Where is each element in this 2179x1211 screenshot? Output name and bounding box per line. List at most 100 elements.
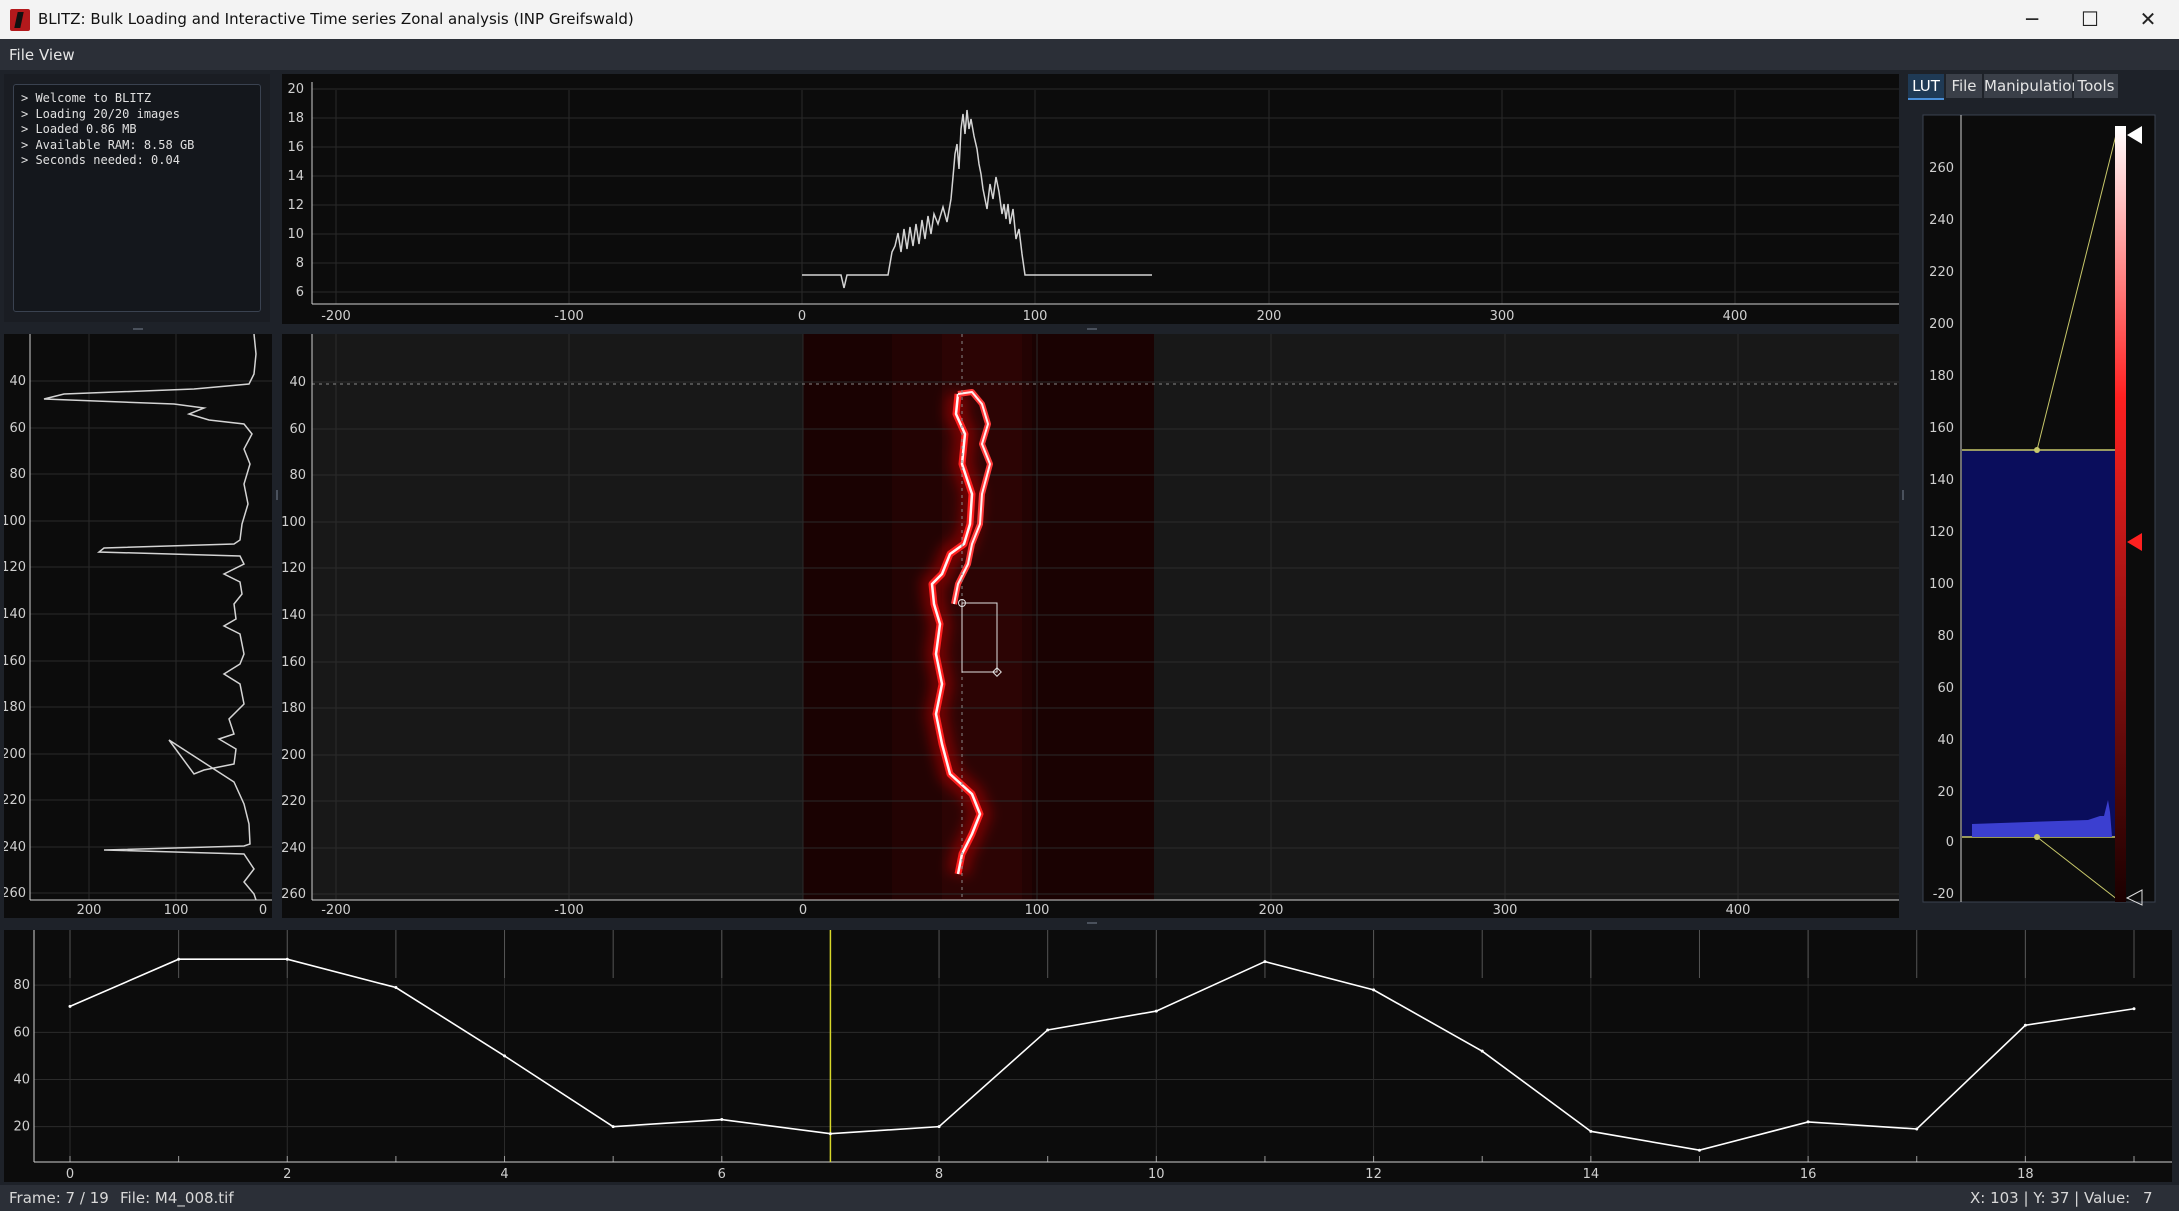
- image-viewer[interactable]: -200 -100 0 100 200 300 400 40 60 80 100…: [282, 334, 1899, 918]
- log-line: > Loading 20/20 images: [21, 106, 180, 121]
- menu-view[interactable]: View: [39, 46, 75, 64]
- y-tick: 120: [4, 560, 26, 575]
- y-tick: 6: [296, 285, 304, 300]
- roi-rotate-handle[interactable]: [958, 599, 966, 607]
- x-tick-label: 6: [718, 1167, 726, 1182]
- data-point: [1372, 988, 1376, 992]
- splitter-handle[interactable]: [1902, 490, 1904, 500]
- x-tick: 0: [259, 903, 267, 918]
- x-tick-label: 4: [500, 1167, 508, 1182]
- pixel-value: 7: [2143, 1189, 2153, 1207]
- data-point: [720, 1118, 724, 1122]
- menu-file[interactable]: File: [9, 46, 35, 64]
- menu-bar: File View: [0, 39, 2179, 70]
- lut-tick: -20: [1933, 887, 1954, 902]
- data-point: [1697, 1148, 1701, 1152]
- histogram-curve: [1972, 800, 2112, 837]
- x-tick-label: 8: [935, 1167, 943, 1182]
- y-tick: 80: [289, 468, 306, 483]
- tab-file[interactable]: File: [1946, 74, 1982, 98]
- timeline-plot[interactable]: 0 2 4 6 8 10 12 14 16 18 20 40 60 80: [4, 930, 2172, 1182]
- lut-red-handle[interactable]: [2127, 533, 2142, 551]
- roi-rectangle[interactable]: [961, 602, 998, 673]
- lut-region[interactable]: [1962, 450, 2122, 837]
- data-point: [2132, 1007, 2136, 1011]
- lut-tick: 120: [1929, 525, 1954, 540]
- x-tick: -100: [554, 309, 584, 324]
- y-tick: 240: [4, 840, 26, 855]
- y-tick: 220: [4, 793, 26, 808]
- y-tick: 260: [4, 886, 26, 901]
- lut-gradient-bar[interactable]: [2115, 126, 2126, 902]
- minimize-button[interactable]: ─: [2025, 7, 2039, 31]
- tab-lut[interactable]: LUT: [1908, 74, 1944, 100]
- data-point: [2023, 1023, 2027, 1027]
- y-tick: 12: [287, 198, 304, 213]
- lut-black-handle[interactable]: [2125, 889, 2143, 906]
- cursor-readout: X: 103 | Y: 37 | Value:: [1970, 1189, 2131, 1207]
- x-tick: 0: [799, 903, 807, 918]
- y-tick: 40: [289, 375, 306, 390]
- lut-white-handle[interactable]: [2127, 126, 2142, 144]
- vertical-profile-line: [43, 334, 257, 901]
- y-tick: 60: [9, 421, 26, 436]
- log-console: > Welcome to BLITZ > Loading 20/20 image…: [13, 84, 261, 312]
- splitter-handle[interactable]: [1087, 922, 1097, 924]
- x-tick: 400: [1726, 903, 1751, 918]
- roi-scale-handle[interactable]: [992, 667, 1002, 677]
- data-point: [937, 1125, 941, 1129]
- lut-tick: 20: [1937, 785, 1954, 800]
- y-tick: 20: [287, 82, 304, 97]
- y-tick-label: 80: [13, 978, 30, 993]
- x-tick: 100: [1023, 309, 1048, 324]
- splitter-handle[interactable]: [133, 328, 143, 330]
- maximize-button[interactable]: ☐: [2081, 7, 2099, 31]
- data-point: [68, 1004, 72, 1008]
- y-tick: 200: [282, 748, 306, 763]
- x-tick-label: 2: [283, 1167, 291, 1182]
- y-tick: 140: [282, 608, 306, 623]
- vertical-profile-plot[interactable]: 40 60 80 100 120 140 160 180 200 220 240…: [4, 334, 272, 918]
- y-tick-label: 20: [13, 1120, 30, 1135]
- y-tick: 260: [282, 887, 306, 902]
- splitter-handle[interactable]: [1087, 328, 1097, 330]
- log-line: > Loaded 0.86 MB: [21, 122, 137, 137]
- x-tick-label: 18: [2017, 1167, 2034, 1182]
- tab-tools[interactable]: Tools: [2074, 74, 2118, 98]
- x-tick: -200: [321, 903, 351, 918]
- y-tick: 100: [282, 515, 306, 530]
- y-tick: 100: [4, 514, 26, 529]
- y-tick: 40: [9, 374, 26, 389]
- x-tick: 300: [1490, 309, 1515, 324]
- y-tick: 14: [287, 169, 304, 184]
- splitter-handle[interactable]: [276, 490, 278, 500]
- x-tick-label: 16: [1800, 1167, 1817, 1182]
- y-tick: 180: [4, 700, 26, 715]
- file-indicator: File: M4_008.tif: [120, 1189, 234, 1207]
- y-tick: 60: [289, 422, 306, 437]
- y-tick-label: 60: [13, 1025, 30, 1040]
- x-tick-label: 10: [1148, 1167, 1165, 1182]
- lut-tick: 100: [1929, 577, 1954, 592]
- lut-histogram-panel[interactable]: 260 240 220 200 180 160 140 120 100 80 6…: [1908, 100, 2172, 910]
- data-point: [1915, 1127, 1919, 1131]
- timeline-series-line: [69, 958, 2135, 1152]
- x-tick: 200: [1257, 309, 1282, 324]
- x-tick: -200: [321, 309, 351, 324]
- tab-manipulation[interactable]: Manipulation: [1984, 74, 2081, 98]
- horizontal-profile-plot[interactable]: -200 -100 0 100 200 300 400 6 8 10 12 14…: [282, 74, 1899, 324]
- close-button[interactable]: ✕: [2139, 7, 2157, 31]
- x-tick: 400: [1723, 309, 1748, 324]
- data-point: [1806, 1120, 1810, 1124]
- x-tick: 200: [1259, 903, 1284, 918]
- y-tick: 180: [282, 701, 306, 716]
- x-tick: -100: [554, 903, 584, 918]
- status-bar: Frame: 7 / 19 File: M4_008.tif X: 103 | …: [0, 1185, 2179, 1211]
- log-line: > Seconds needed: 0.04: [21, 153, 180, 168]
- y-tick: 240: [282, 841, 306, 856]
- y-tick: 200: [4, 747, 26, 762]
- data-point: [177, 957, 181, 961]
- x-tick: 0: [798, 309, 806, 324]
- data-point: [285, 957, 289, 961]
- horizontal-profile-line: [802, 109, 1152, 289]
